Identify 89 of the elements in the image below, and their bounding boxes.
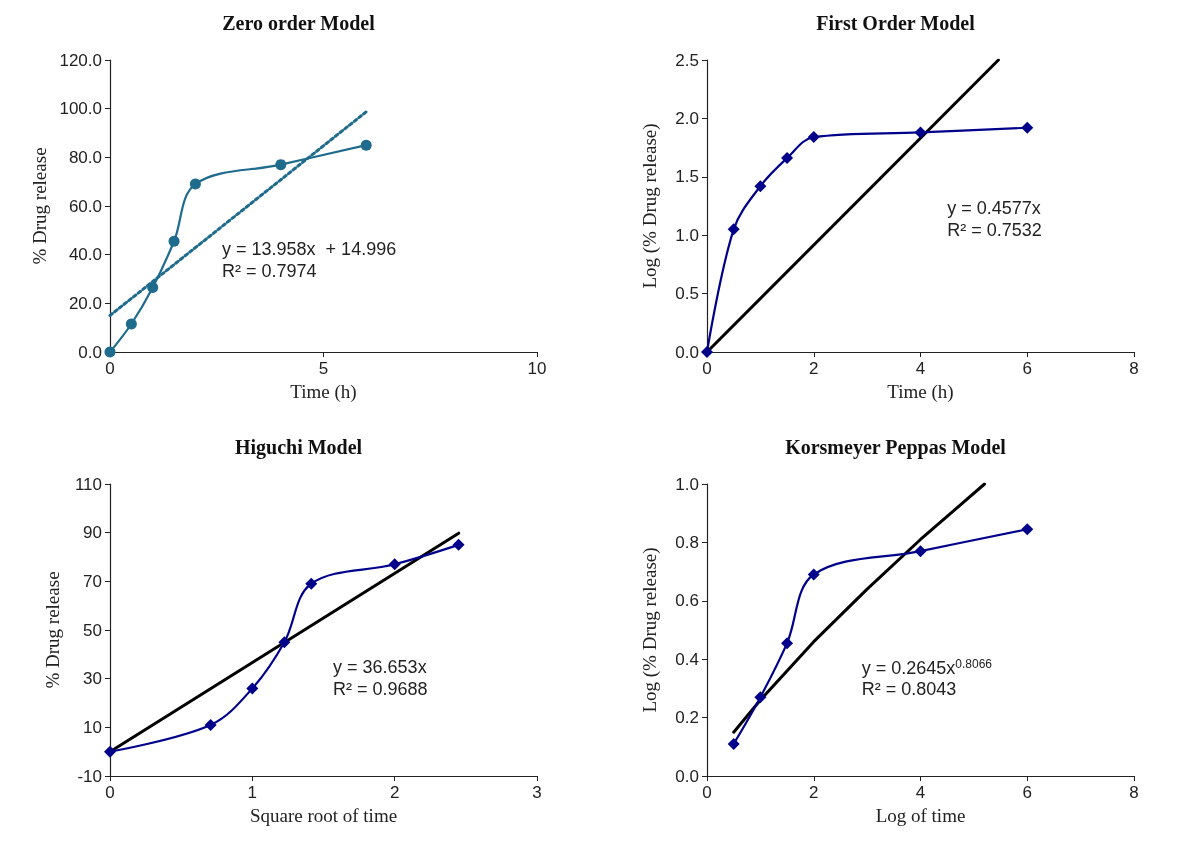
x-tick-label: 2 bbox=[809, 783, 819, 802]
point bbox=[701, 346, 713, 358]
point bbox=[1021, 121, 1034, 134]
point bbox=[275, 159, 287, 171]
point bbox=[1021, 523, 1034, 536]
point bbox=[360, 139, 372, 151]
x-tick-label: 2 bbox=[809, 359, 819, 378]
y-tick-label: 0.2 bbox=[675, 708, 699, 728]
x-tick-label: 2 bbox=[389, 783, 400, 802]
point bbox=[125, 318, 137, 330]
point bbox=[754, 691, 767, 704]
y-tick-label: 20.0 bbox=[68, 293, 102, 313]
x-axis-title: Time (h) bbox=[887, 381, 954, 403]
y-tick-label: 80.0 bbox=[68, 147, 102, 167]
annotation: y = 36.653x bbox=[333, 657, 427, 678]
y-tick-label: 0.4 bbox=[675, 649, 699, 669]
x-axis-title: Square root of time bbox=[249, 805, 398, 826]
point bbox=[781, 152, 794, 165]
y-tick-label: 120.0 bbox=[59, 50, 102, 70]
x-tick-label: 6 bbox=[1022, 783, 1032, 802]
y-tick-label: 0.5 bbox=[675, 284, 699, 304]
x-tick-label: 3 bbox=[532, 783, 542, 802]
y-tick-label: -10 bbox=[77, 766, 102, 786]
y-axis-title: Log (% Drug release) bbox=[639, 547, 661, 713]
x-axis-title: Log of time bbox=[875, 805, 966, 826]
y-tick-label: 100.0 bbox=[59, 99, 102, 119]
y-tick-label: 2.5 bbox=[675, 50, 699, 70]
x-axis-title: Time (h) bbox=[290, 381, 357, 403]
chart-title: Higuchi Model bbox=[234, 436, 363, 459]
point bbox=[727, 737, 740, 750]
x-tick-label: 1 bbox=[247, 783, 258, 802]
point bbox=[914, 545, 927, 558]
annotation: y = 0.4577x bbox=[947, 198, 1041, 219]
annotation: R² = 0.7974 bbox=[222, 261, 317, 282]
point bbox=[246, 682, 259, 695]
y-tick-label: 110 bbox=[74, 474, 102, 494]
y-tick-label: 2.0 bbox=[675, 108, 699, 128]
y-tick-label: 0.8 bbox=[675, 532, 699, 552]
point bbox=[204, 718, 217, 731]
point bbox=[278, 636, 291, 649]
point bbox=[305, 577, 318, 590]
y-tick-label: 10 bbox=[83, 717, 102, 737]
x-tick-label: 0 bbox=[702, 783, 712, 802]
y-tick-label: 0.6 bbox=[675, 591, 699, 611]
annotation: R² = 0.9688 bbox=[333, 679, 428, 700]
point bbox=[168, 235, 180, 247]
y-axis-title: Log (% Drug release) bbox=[639, 123, 661, 289]
x-tick-label: 8 bbox=[1129, 783, 1139, 802]
point bbox=[754, 180, 767, 193]
y-tick-label: 50 bbox=[83, 620, 102, 640]
y-tick-label: 0.0 bbox=[675, 342, 699, 362]
x-tick-label: 8 bbox=[1129, 359, 1139, 378]
y-tick-label: 1.0 bbox=[675, 225, 699, 245]
y-tick-label: 70 bbox=[83, 571, 102, 591]
point bbox=[189, 178, 201, 190]
y-axis-title: % Drug release bbox=[28, 147, 50, 265]
y-tick-label: 60.0 bbox=[68, 196, 102, 216]
x-tick-label: 10 bbox=[527, 359, 547, 378]
x-tick-label: 4 bbox=[915, 359, 926, 378]
x-tick-label: 6 bbox=[1022, 359, 1032, 378]
point bbox=[807, 568, 820, 581]
point bbox=[388, 558, 401, 571]
y-tick-label: 0.0 bbox=[78, 342, 102, 362]
point bbox=[727, 223, 740, 236]
y-tick-label: 30 bbox=[83, 669, 102, 689]
y-tick-label: 0.0 bbox=[675, 766, 699, 786]
point bbox=[914, 126, 927, 139]
y-tick-label: 1.0 bbox=[675, 474, 699, 494]
y-tick-label: 1.5 bbox=[675, 167, 699, 187]
x-tick-label: 0 bbox=[105, 359, 115, 378]
annotation: R² = 0.7532 bbox=[947, 220, 1042, 241]
point bbox=[452, 538, 465, 551]
x-tick-label: 0 bbox=[702, 359, 712, 378]
point bbox=[147, 282, 159, 294]
chart-title: Zero order Model bbox=[222, 12, 376, 34]
x-tick-label: 0 bbox=[105, 783, 115, 802]
point bbox=[104, 346, 116, 358]
annotation: R² = 0.8043 bbox=[861, 679, 957, 700]
chart-title: First Order Model bbox=[816, 12, 976, 34]
y-axis-title: % Drug release bbox=[42, 571, 63, 689]
point bbox=[781, 637, 794, 650]
chart-title: Korsmeyer Peppas Model bbox=[785, 436, 1007, 459]
point bbox=[807, 131, 820, 144]
x-tick-label: 4 bbox=[915, 783, 926, 802]
y-tick-label: 90 bbox=[83, 523, 102, 543]
annotation: y = 13.958x + 14.996 bbox=[222, 239, 397, 260]
x-tick-label: 5 bbox=[318, 359, 329, 378]
point bbox=[104, 745, 116, 758]
y-tick-label: 40.0 bbox=[68, 245, 102, 265]
